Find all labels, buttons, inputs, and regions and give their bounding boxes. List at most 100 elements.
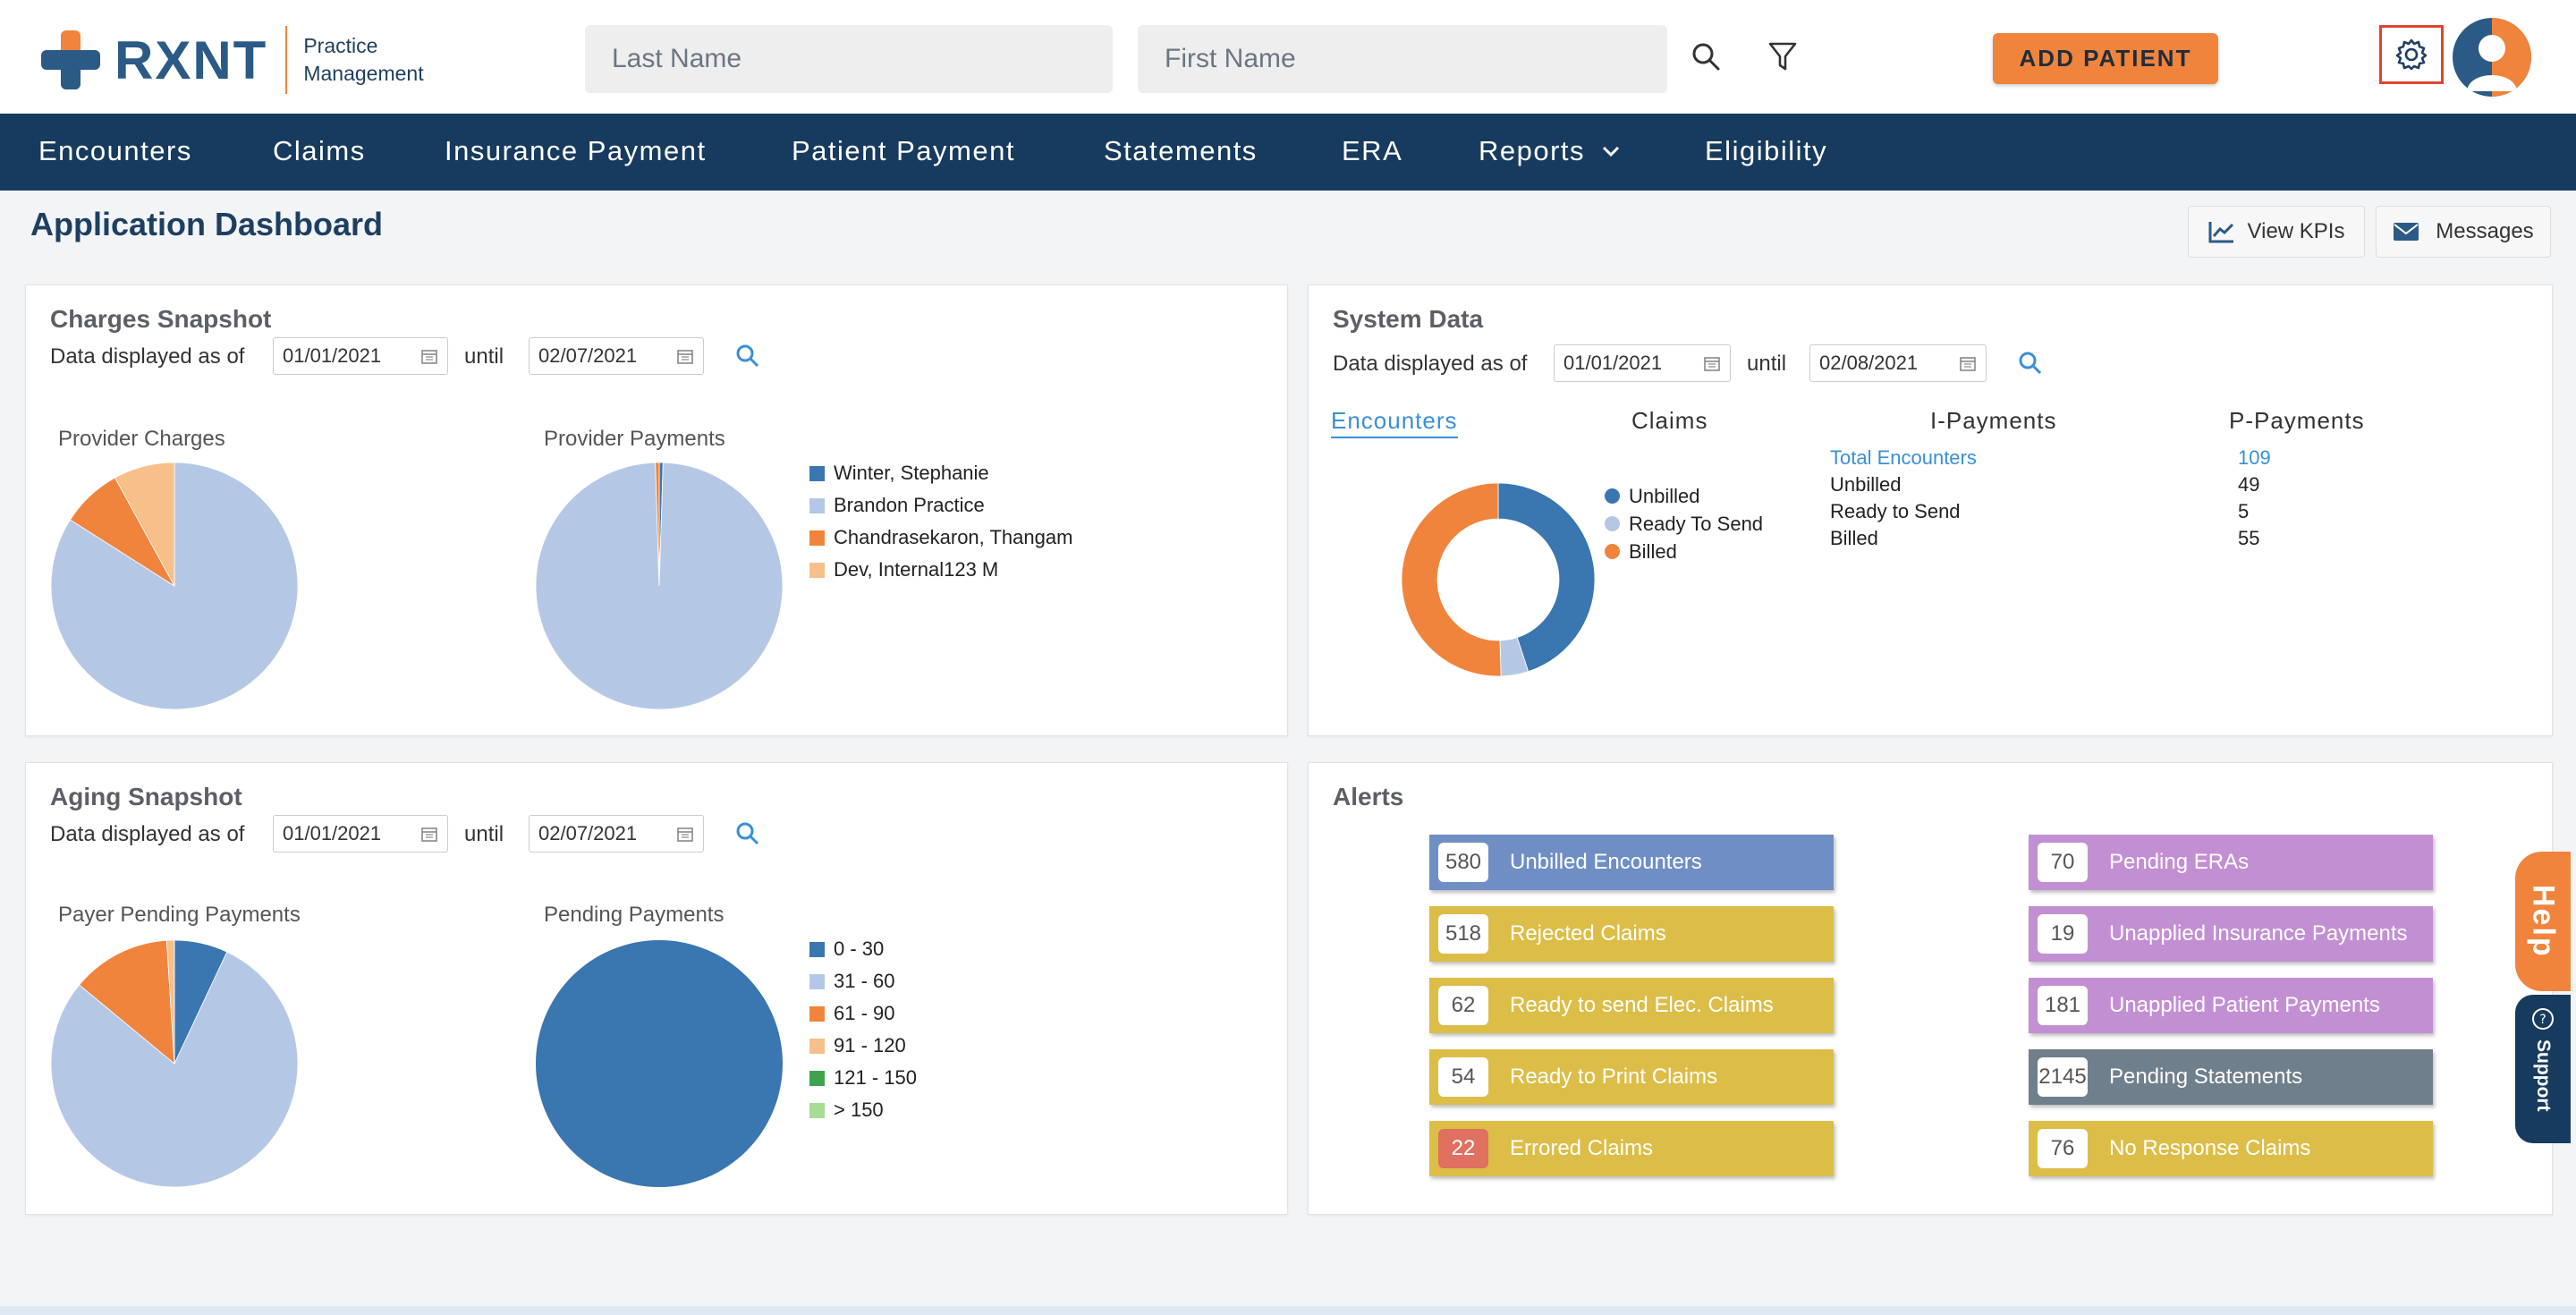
alert-unbilled-encounters[interactable]: 580 Unbilled Encounters	[1429, 835, 1834, 890]
pie-slice-91-120[interactable]	[165, 939, 175, 1065]
alert-label: Rejected Claims	[1510, 921, 1666, 946]
nav-era[interactable]: ERA	[1342, 135, 1402, 167]
view-kpis-button[interactable]: View KPIs	[2188, 206, 2365, 258]
user-avatar[interactable]	[2453, 18, 2531, 97]
total-encounters-value: 109	[2238, 446, 2271, 469]
main-navigation: Encounters Claims Insurance Payment Pati…	[0, 114, 2576, 191]
nav-label: Eligibility	[1705, 135, 1828, 166]
nav-claims[interactable]: Claims	[273, 135, 366, 167]
alert-no-response-claims[interactable]: 76 No Response Claims	[2029, 1121, 2433, 1176]
messages-button[interactable]: Messages	[2376, 206, 2551, 258]
nav-encounters[interactable]: Encounters	[38, 135, 192, 167]
last-name-input[interactable]	[585, 25, 1113, 93]
pie-slice-brandon-practice[interactable]	[50, 462, 299, 710]
pie-slice-billed[interactable]	[1401, 482, 1502, 677]
chevron-down-icon	[1602, 146, 1620, 157]
search-icon[interactable]	[734, 343, 761, 369]
rxnt-logo[interactable]: RXNT Practice Management	[41, 26, 424, 94]
add-patient-button[interactable]: ADD PATIENT	[1993, 33, 2218, 84]
alert-count: 518	[1438, 914, 1488, 954]
nav-statements[interactable]: Statements	[1104, 135, 1258, 167]
to-date-field[interactable]: 02/08/2021	[1809, 344, 1987, 382]
card-title: System Data	[1333, 305, 1484, 333]
legend-item: Billed	[1605, 538, 1763, 565]
tab-encounters[interactable]: Encounters	[1331, 407, 1458, 438]
alert-pending-eras[interactable]: 70 Pending ERAs	[2029, 835, 2433, 890]
messages-label: Messages	[2436, 219, 2534, 243]
brand-name: RXNT	[114, 30, 268, 90]
legend-swatch	[1605, 488, 1620, 504]
svg-text:?: ?	[2539, 1013, 2546, 1027]
to-date-field[interactable]: 02/07/2021	[529, 337, 704, 375]
filter-icon[interactable]	[1762, 36, 1803, 77]
alert-unapplied-insurance-payments[interactable]: 19 Unapplied Insurance Payments	[2029, 906, 2433, 962]
tab-p-payments[interactable]: P-Payments	[2229, 407, 2365, 434]
pie-slice-61-90[interactable]	[79, 939, 175, 1065]
nav-patient-payment[interactable]: Patient Payment	[792, 135, 1015, 167]
nav-eligibility[interactable]: Eligibility	[1705, 135, 1827, 167]
tab-i-payments[interactable]: I-Payments	[1930, 407, 2057, 434]
alert-label: Unbilled Encounters	[1510, 850, 1702, 874]
alert-count: 54	[1438, 1057, 1488, 1097]
legend-label: Chandrasekaron, Thangam	[834, 526, 1073, 548]
alert-count: 70	[2038, 843, 2088, 882]
nav-label: Statements	[1104, 135, 1258, 166]
legend-label: Ready To Send	[1629, 512, 1764, 535]
legend-item: Winter, Stephanie	[809, 457, 1078, 489]
legend-swatch	[809, 562, 825, 578]
brand-subtitle: Practice Management	[303, 32, 423, 88]
nav-insurance-payment[interactable]: Insurance Payment	[445, 135, 707, 167]
tab-claims[interactable]: Claims	[1631, 407, 1708, 434]
pie-slice-brandon-practice[interactable]	[535, 462, 784, 710]
pie-slice-dev-internal123-m[interactable]	[114, 462, 175, 587]
support-tab[interactable]: ? Support	[2515, 995, 2571, 1143]
alert-label: Unapplied Insurance Payments	[2109, 921, 2408, 946]
to-date-field[interactable]: 02/07/2021	[529, 815, 704, 853]
billed-value: 55	[2238, 527, 2260, 549]
alert-ready-to-print-claims[interactable]: 54 Ready to Print Claims	[1429, 1049, 1834, 1105]
settings-button[interactable]	[2379, 25, 2444, 84]
help-tab[interactable]: Help	[2515, 852, 2571, 991]
first-name-input[interactable]	[1138, 25, 1667, 93]
legend-item: 121 - 150	[809, 1062, 917, 1094]
legend-item: Chandrasekaron, Thangam	[809, 522, 1078, 554]
legend-swatch	[809, 973, 825, 989]
alert-errored-claims[interactable]: 22 Errored Claims	[1429, 1121, 1834, 1176]
alert-count: 22	[1438, 1129, 1488, 1168]
payer-pending-pie	[50, 939, 299, 1188]
from-date-field[interactable]: 01/01/2021	[1554, 344, 1731, 382]
pending-payments-pie	[536, 940, 783, 1187]
alert-unapplied-patient-payments[interactable]: 181 Unapplied Patient Payments	[2029, 978, 2433, 1033]
pie-slice-unbilled[interactable]	[1497, 482, 1596, 673]
alert-ready-to-send-elec-claims[interactable]: 62 Ready to send Elec. Claims	[1429, 978, 1834, 1033]
search-icon[interactable]	[2017, 350, 2044, 377]
nav-reports[interactable]: Reports	[1479, 135, 1621, 167]
calendar-icon	[421, 350, 437, 364]
nav-label: Reports	[1479, 135, 1586, 166]
total-encounters-label[interactable]: Total Encounters	[1830, 446, 1977, 469]
logo-cross-icon	[41, 30, 100, 89]
pie-slice-0-30[interactable]	[536, 940, 783, 1187]
logo-divider	[285, 26, 288, 94]
search-icon[interactable]	[734, 820, 761, 847]
envelope-icon	[2394, 223, 2419, 241]
calendar-icon	[1704, 357, 1720, 371]
card-title: Charges Snapshot	[50, 305, 272, 333]
to-date-value: 02/07/2021	[538, 822, 638, 844]
from-date-field[interactable]: 01/01/2021	[273, 337, 448, 375]
nav-label: Claims	[273, 135, 366, 166]
pie-slice-31-60[interactable]	[50, 951, 299, 1188]
from-date-field[interactable]: 01/01/2021	[273, 815, 448, 853]
alert-pending-statements[interactable]: 2145 Pending Statements	[2029, 1049, 2433, 1105]
search-icon[interactable]	[1685, 36, 1726, 77]
card-title: Aging Snapshot	[50, 783, 242, 810]
encounters-donut	[1401, 482, 1596, 677]
legend-label: 31 - 60	[834, 970, 895, 992]
aging-snapshot-card: Aging Snapshot Data displayed as of 01/0…	[25, 762, 1288, 1215]
alert-label: Errored Claims	[1510, 1136, 1654, 1160]
pie-slice-chandrasekaron-thangam[interactable]	[655, 462, 660, 587]
to-date-value: 02/07/2021	[538, 344, 638, 367]
alert-rejected-claims[interactable]: 518 Rejected Claims	[1429, 906, 1834, 962]
until-label: until	[464, 344, 504, 369]
legend-label: 0 - 30	[834, 937, 885, 960]
